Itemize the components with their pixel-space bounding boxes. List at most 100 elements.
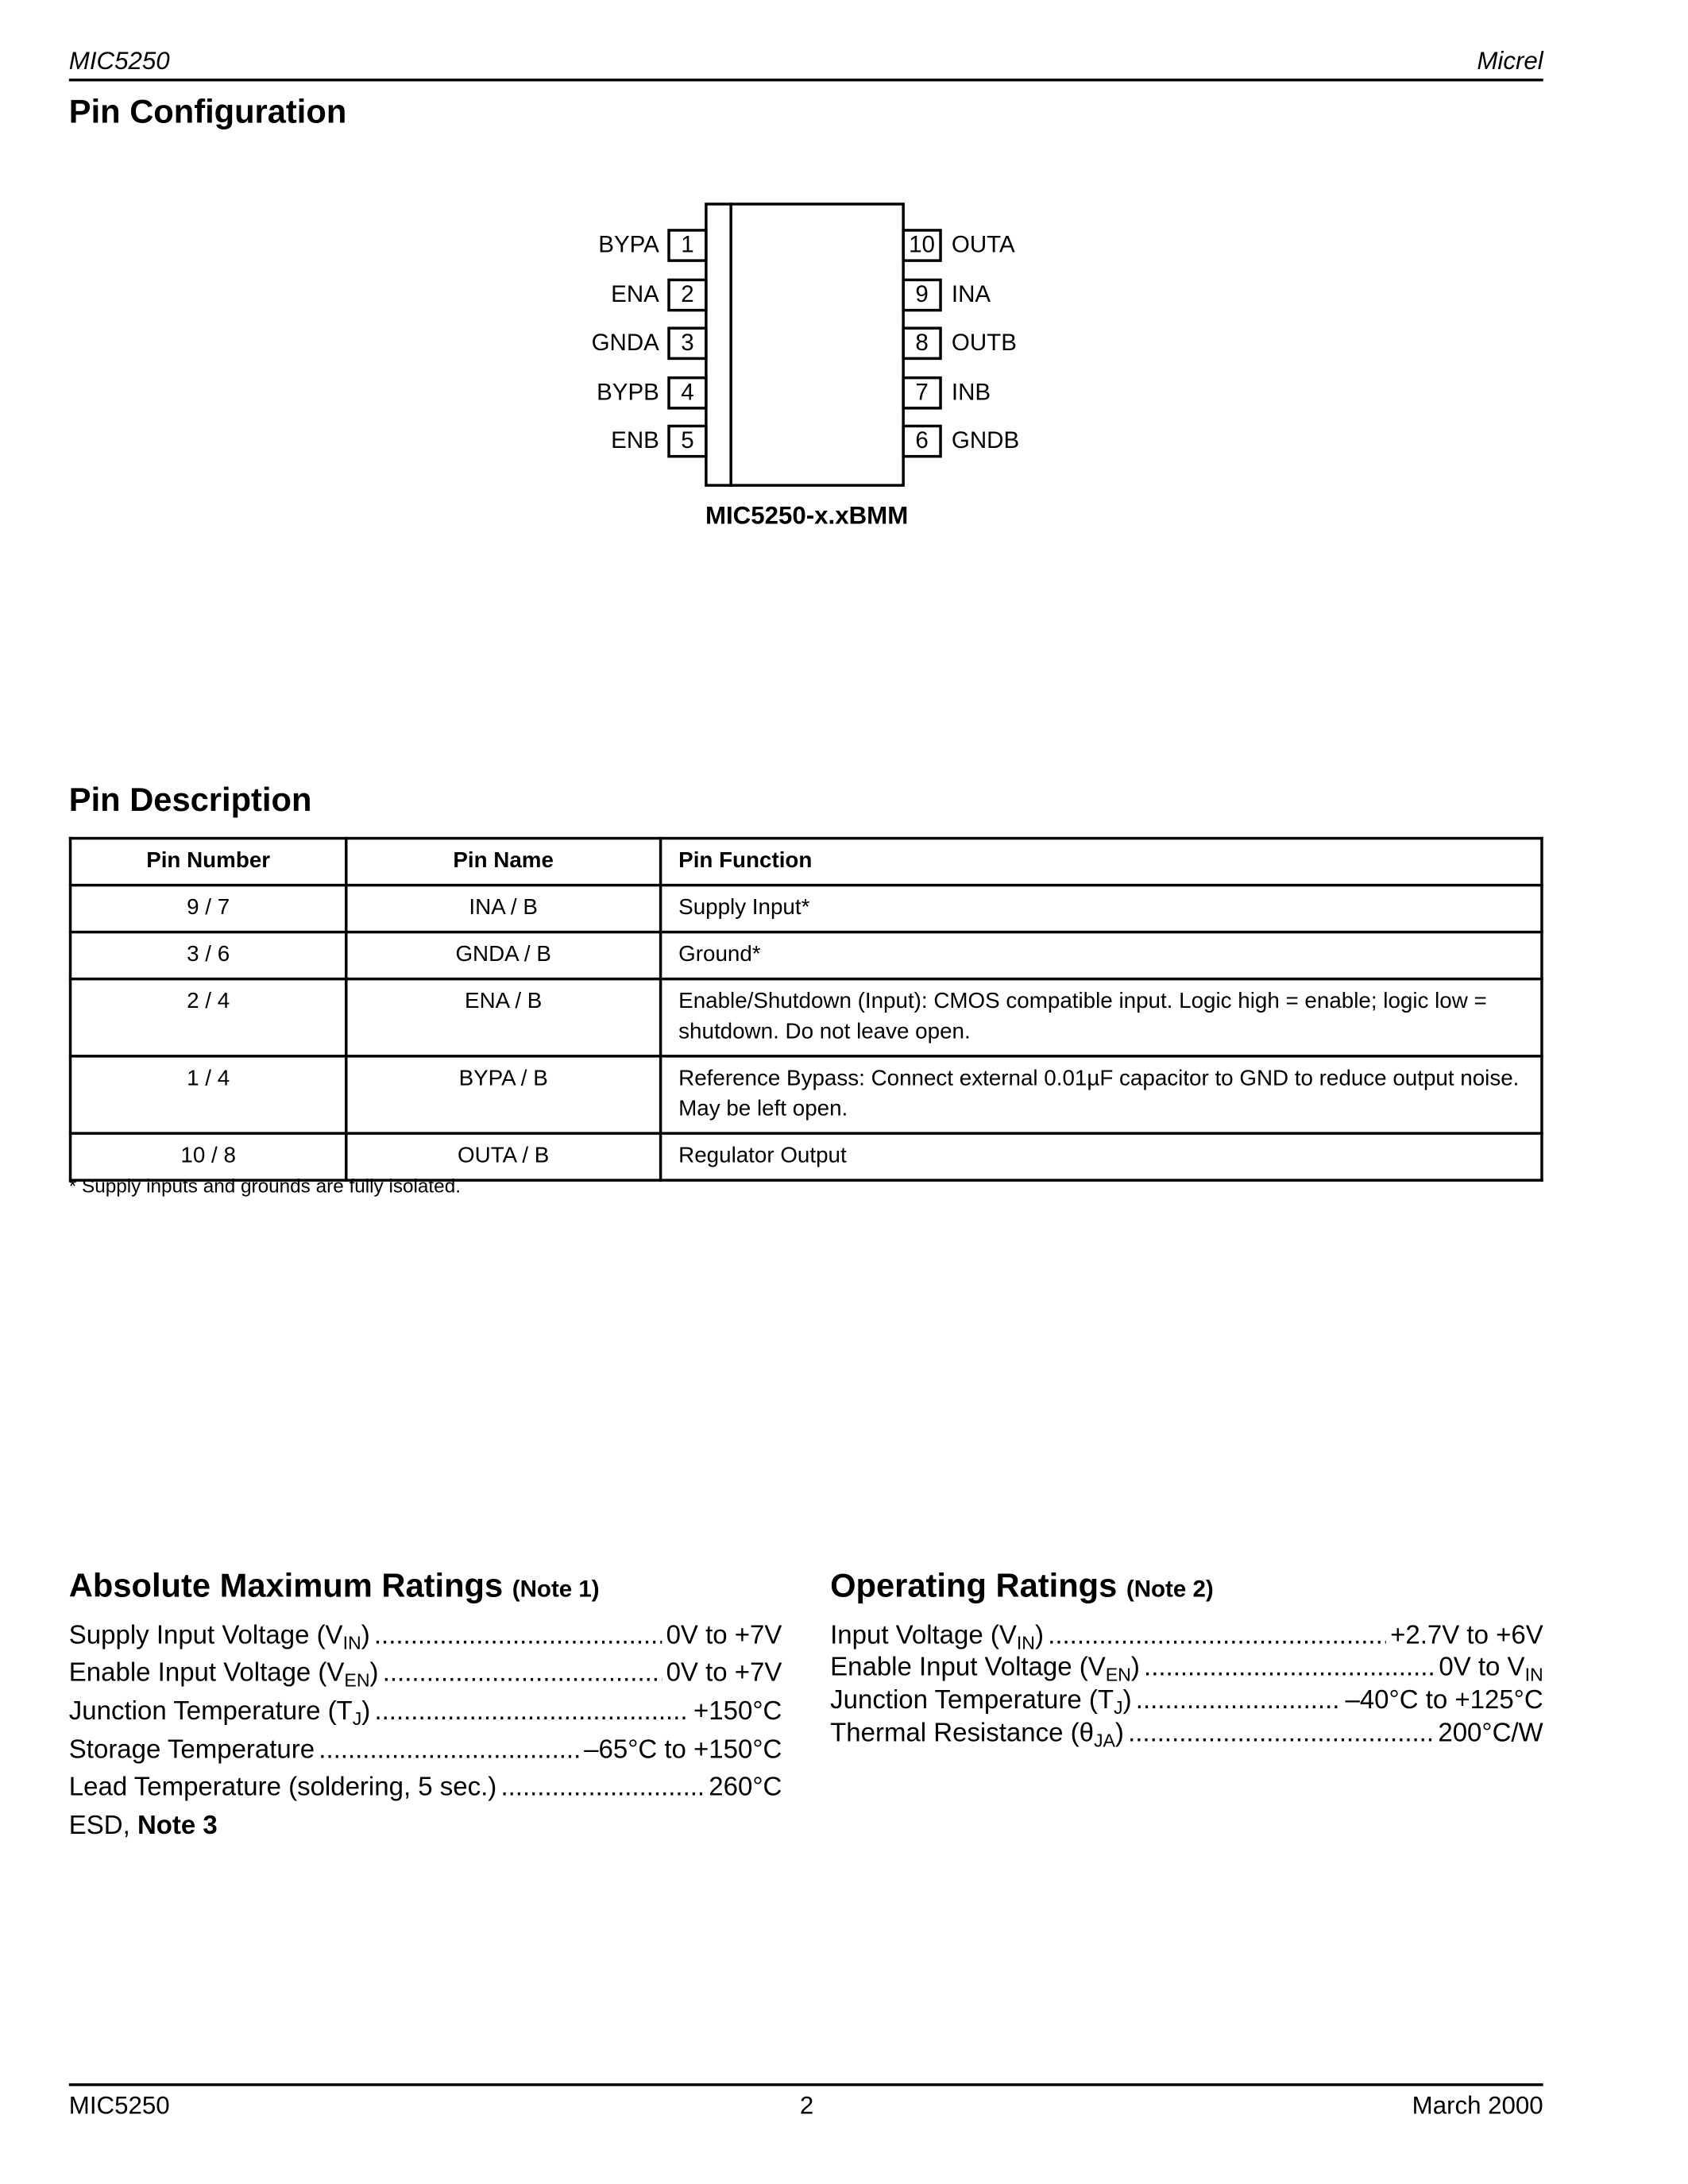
rating-subscript: J xyxy=(352,1708,362,1730)
rating-label: Input Voltage (VIN) xyxy=(830,1622,1044,1659)
dot-leader xyxy=(1048,1622,1386,1652)
pin-description-title: Pin Description xyxy=(68,781,312,820)
pin-number-cell: 1 / 4 xyxy=(68,1055,348,1135)
dot-leader xyxy=(374,1622,662,1652)
table-row: 3 / 6 GNDA / B Ground* xyxy=(68,930,1543,981)
rating-row: Lead Temperature (soldering, 5 sec.) 260… xyxy=(69,1773,782,1811)
pin-function-cell: Ground* xyxy=(659,930,1543,981)
header-rule xyxy=(68,78,1543,82)
rating-row: Storage Temperature –65°C to +150°C xyxy=(69,1736,782,1773)
rating-label: Junction Temperature (TJ) xyxy=(830,1686,1131,1723)
rating-value-text: 0V to +7V xyxy=(666,1621,782,1651)
rating-value-subscript: IN xyxy=(1524,1664,1543,1685)
rating-label-text: Thermal Resistance (θ xyxy=(830,1719,1094,1749)
rating-value-text: 0V to +7V xyxy=(666,1658,782,1688)
pin-function-cell: Regulator Output xyxy=(659,1132,1543,1182)
dot-leader xyxy=(1128,1719,1434,1750)
rating-value-text: 0V to V xyxy=(1439,1653,1525,1683)
rating-label-text: Enable Input Voltage (V xyxy=(68,1658,345,1688)
pin-number-box: 9 xyxy=(902,277,942,311)
ic-pin1-marker-line xyxy=(729,203,732,487)
pin-number-cell: 2 / 4 xyxy=(68,977,348,1058)
rating-value: +2.7V to +6V xyxy=(1390,1622,1543,1652)
pin-function-cell: Supply Input* xyxy=(659,883,1543,934)
rating-row: Junction Temperature (TJ) +150°C xyxy=(69,1697,782,1734)
pin-function-cell: Enable/Shutdown (Input): CMOS compatible… xyxy=(659,977,1543,1058)
column-header: Pin Function xyxy=(659,836,1543,887)
rating-subscript: JA xyxy=(1093,1730,1115,1751)
rating-value: 0V to +7V xyxy=(666,1659,782,1689)
rating-label-text: Supply Input Voltage (V xyxy=(68,1621,343,1651)
rating-subscript: IN xyxy=(342,1632,361,1653)
esd-note: Note 3 xyxy=(137,1812,218,1841)
pin-description-table: Pin Number Pin Name Pin Function 9 / 7 I… xyxy=(68,836,1543,1182)
rating-label: Enable Input Voltage (VEN) xyxy=(830,1653,1140,1691)
pin-name-label: ENB xyxy=(611,427,659,454)
pin-name-label: INA xyxy=(951,280,991,307)
pin-number-box: 5 xyxy=(667,425,708,459)
rating-label-close: ) xyxy=(361,1621,370,1651)
pin-name-label: BYPB xyxy=(597,379,659,406)
pin-name-label: GNDA xyxy=(591,330,659,357)
rating-subscript: EN xyxy=(1105,1664,1131,1685)
ic-body xyxy=(705,203,905,487)
rating-value-text: +150°C xyxy=(693,1697,782,1727)
rating-label: Lead Temperature (soldering, 5 sec.) xyxy=(69,1773,496,1811)
operating-title-text: Operating Ratings xyxy=(830,1567,1118,1605)
rating-label-text: Input Voltage (V xyxy=(830,1621,1017,1651)
rating-label-close: ) xyxy=(369,1658,379,1688)
dot-leader xyxy=(1144,1653,1435,1684)
abs-max-note: (Note 1) xyxy=(512,1576,600,1603)
pin-name-cell: ENA / B xyxy=(345,977,662,1058)
abs-max-title: Absolute Maximum Ratings (Note 1) xyxy=(69,1568,600,1607)
rating-label: Storage Temperature xyxy=(69,1736,315,1773)
pin-configuration-title: Pin Configuration xyxy=(68,94,347,131)
rating-label-close: ) xyxy=(361,1697,371,1727)
pin-name-label: INB xyxy=(951,379,991,406)
pin-number-box: 7 xyxy=(902,376,942,410)
rating-value-text: +2.7V to +6V xyxy=(1390,1621,1543,1651)
column-header: Pin Number xyxy=(68,836,348,887)
rating-label-close: ) xyxy=(1122,1686,1132,1715)
rating-value: 200°C/W xyxy=(1438,1719,1543,1750)
rating-value: +150°C xyxy=(693,1697,782,1727)
rating-value: –65°C to +150°C xyxy=(584,1736,782,1766)
rating-label-text: Lead Temperature (soldering, 5 sec.) xyxy=(68,1773,497,1803)
rating-label-close: ) xyxy=(1130,1653,1140,1683)
pin-name-label: OUTA xyxy=(951,231,1015,258)
dot-leader xyxy=(1136,1686,1341,1716)
pin-number-box: 10 xyxy=(902,229,942,262)
header-company: Micrel xyxy=(1477,47,1543,75)
rating-label-text: Junction Temperature (T xyxy=(830,1686,1114,1715)
pin-number-cell: 10 / 8 xyxy=(68,1132,348,1182)
dot-leader xyxy=(500,1773,705,1804)
rating-label-close: ) xyxy=(1114,1719,1124,1749)
dot-leader xyxy=(319,1736,580,1766)
pin-number-box: 2 xyxy=(667,277,708,311)
header-part-number: MIC5250 xyxy=(68,47,170,75)
pin-name-cell: OUTA / B xyxy=(345,1132,662,1182)
rating-row: Thermal Resistance (θJA) 200°C/W xyxy=(830,1719,1543,1757)
pin-number-box: 8 xyxy=(902,326,942,361)
rating-row: Enable Input Voltage (VEN) 0V to VIN xyxy=(830,1653,1543,1691)
rating-value: 0V to +7V xyxy=(666,1622,782,1652)
pin-name-cell: BYPA / B xyxy=(345,1055,662,1135)
rating-label-text: Storage Temperature xyxy=(68,1735,315,1765)
pin-number-cell: 3 / 6 xyxy=(68,930,348,981)
rating-value-text: –65°C to +150°C xyxy=(584,1735,782,1765)
rating-subscript: IN xyxy=(1016,1632,1035,1653)
rating-row: Input Voltage (VIN) +2.7V to +6V xyxy=(830,1622,1543,1659)
rating-value: 260°C xyxy=(709,1773,782,1804)
dot-leader xyxy=(374,1697,689,1727)
rating-value-text: 200°C/W xyxy=(1438,1719,1543,1749)
rating-value-text: –40°C to +125°C xyxy=(1345,1686,1543,1715)
rating-row: Junction Temperature (TJ) –40°C to +125°… xyxy=(830,1686,1543,1723)
pin-name-label: GNDB xyxy=(951,427,1020,454)
column-header: Pin Name xyxy=(345,836,662,887)
rating-label-text: Enable Input Voltage (V xyxy=(830,1653,1106,1683)
footer-rule xyxy=(68,2083,1543,2086)
rating-label: Junction Temperature (TJ) xyxy=(69,1697,370,1734)
rating-label-text: Junction Temperature (T xyxy=(68,1697,353,1727)
pin-name-cell: INA / B xyxy=(345,883,662,934)
